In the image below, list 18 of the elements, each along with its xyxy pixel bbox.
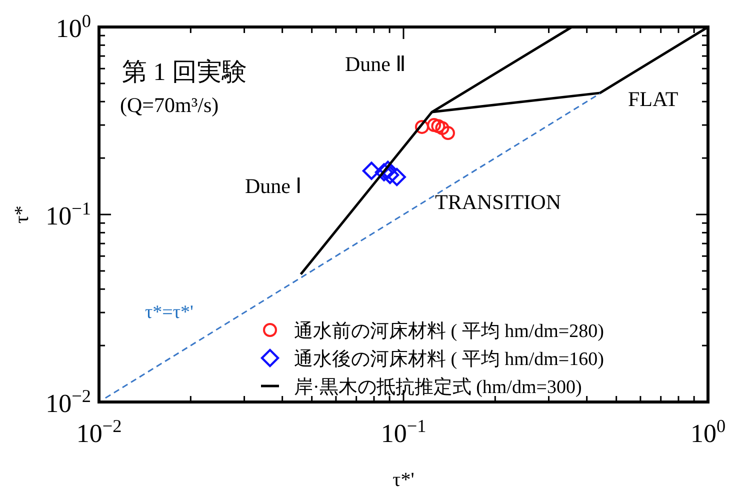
- annotation: 第 1 回実験: [122, 59, 247, 86]
- legend-text: 通水後の河床材料 ( 平均 hm/dm=160): [294, 349, 604, 370]
- xtick: 10$^{0}$: [690, 416, 726, 448]
- xtick: 10$^{−1}$: [380, 416, 426, 448]
- xtick: 10$^{−2}$: [76, 416, 122, 448]
- annotation: (Q=70m³/s): [120, 93, 219, 117]
- annotation: FLAT: [628, 87, 678, 111]
- annotation: τ*=τ*': [145, 302, 194, 323]
- legend-text: 通水前の河床材料 ( 平均 hm/dm=280): [294, 321, 604, 342]
- ytick: 10$^{−2}$: [46, 386, 91, 418]
- legend-text: 岸·黒木の抵抗推定式 (hm/dm=300): [294, 377, 582, 398]
- annotation: Dune Ⅰ: [245, 174, 302, 198]
- annotation: Dune Ⅱ: [345, 52, 406, 76]
- ytick: 10$^{0}$: [56, 11, 91, 43]
- ylabel: τ*: [11, 205, 33, 224]
- xlabel: τ*': [392, 469, 414, 491]
- ytick: 10$^{−1}$: [46, 198, 91, 230]
- annotation: TRANSITION: [435, 190, 561, 214]
